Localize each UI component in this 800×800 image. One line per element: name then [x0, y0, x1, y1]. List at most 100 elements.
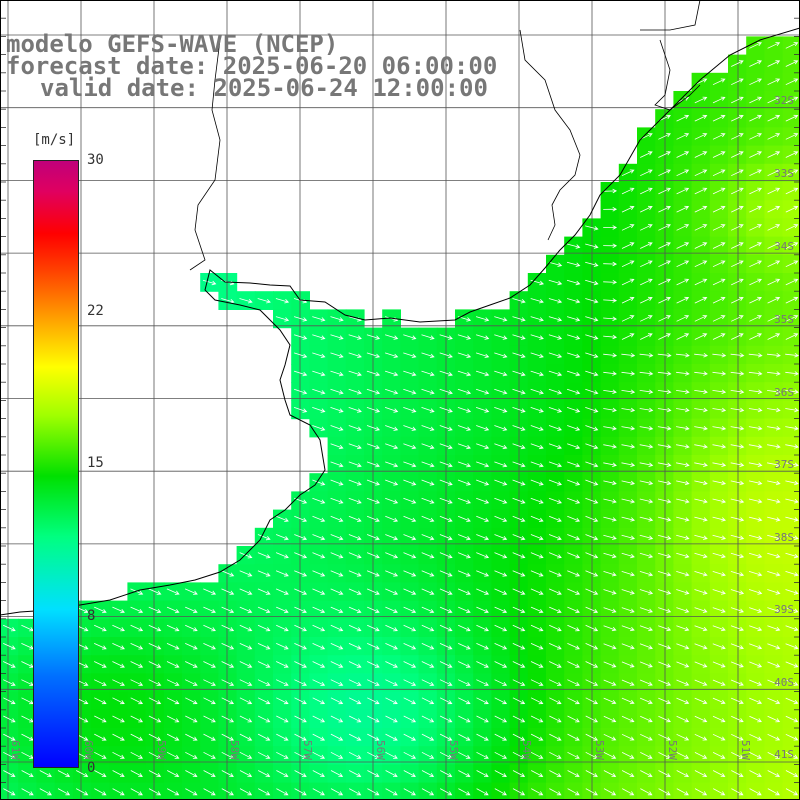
wind-arrow — [57, 770, 71, 777]
wind-arrow — [749, 60, 762, 67]
wind-arrow — [640, 333, 653, 340]
wind-arrow — [530, 751, 544, 759]
wind-arrow — [494, 461, 508, 468]
wind-arrow — [603, 516, 617, 522]
wind-arrow — [731, 715, 744, 723]
lon-label-53w: 53W — [593, 740, 606, 760]
wind-arrow — [148, 643, 162, 650]
wind-arrow — [476, 461, 490, 468]
wind-arrow — [749, 133, 762, 140]
wind-arrow — [567, 751, 580, 759]
wind-arrow — [731, 260, 744, 268]
wind-arrow — [640, 187, 653, 195]
wind-arrow — [385, 788, 398, 796]
wind-arrow — [603, 389, 617, 394]
wind-arrow — [603, 206, 618, 212]
wind-arrow — [785, 114, 799, 122]
wind-arrow — [658, 296, 671, 304]
wind-arrow — [530, 515, 544, 522]
wind-cell — [145, 782, 165, 800]
wind-arrow — [767, 752, 781, 759]
wind-arrow — [312, 661, 326, 668]
wind-arrow — [694, 752, 708, 759]
wind-arrow — [494, 697, 508, 705]
wind-arrow — [712, 643, 726, 650]
wind-arrow — [221, 770, 234, 777]
wind-arrow — [294, 751, 307, 759]
wind-arrow — [621, 516, 636, 522]
wind-arrow — [112, 679, 125, 686]
wind-arrow — [367, 679, 380, 686]
wind-arrow — [330, 661, 344, 668]
wind-arrow — [476, 570, 490, 577]
wind-arrow — [385, 751, 398, 759]
wind-arrow — [712, 352, 727, 358]
wind-arrow — [639, 498, 654, 504]
wind-arrow — [494, 334, 508, 340]
wind-arrow — [785, 78, 799, 86]
wind-arrow — [203, 788, 216, 796]
wind-arrow — [767, 425, 781, 431]
wind-arrow — [366, 443, 380, 450]
wind-cell — [782, 637, 800, 656]
wind-arrow — [785, 697, 799, 705]
wind-arrow — [112, 733, 125, 741]
wind-arrow — [275, 588, 289, 595]
wind-arrow — [312, 316, 326, 322]
wind-arrow — [785, 96, 799, 104]
lon-label-57w: 57W — [301, 740, 314, 760]
wind-arrow — [767, 169, 781, 177]
wind-cell — [746, 782, 765, 800]
wind-arrow — [712, 389, 727, 394]
wind-arrow — [567, 425, 581, 431]
wind-arrow — [749, 770, 762, 777]
wind-arrow — [566, 316, 581, 322]
wind-arrow — [603, 298, 618, 303]
wind-arrow — [676, 643, 690, 650]
wind-arrow — [585, 261, 599, 267]
wind-arrow — [694, 444, 708, 449]
wind-arrow — [639, 480, 654, 486]
wind-arrow — [294, 515, 308, 522]
wind-arrow — [567, 497, 581, 504]
wind-arrow — [621, 770, 635, 777]
wind-arrow — [767, 371, 781, 376]
wind-arrow — [749, 187, 762, 195]
wind-arrow — [512, 298, 526, 304]
wind-arrow — [476, 479, 490, 486]
wind-arrow — [621, 571, 635, 577]
wind-arrow — [148, 588, 162, 595]
wind-cell — [600, 782, 620, 800]
wind-arrow — [366, 552, 380, 559]
wind-arrow — [785, 770, 799, 777]
wind-arrow — [3, 751, 16, 759]
wind-arrow — [239, 733, 253, 741]
wind-arrow — [676, 278, 690, 286]
wind-arrow — [239, 715, 253, 723]
wind-arrow — [494, 534, 508, 541]
wind-arrow — [676, 715, 690, 723]
wind-arrow — [258, 770, 271, 777]
wind-arrow — [403, 570, 417, 577]
wind-cell — [782, 673, 800, 693]
wind-arrow — [785, 187, 799, 195]
wind-arrow — [185, 751, 198, 759]
wind-arrow — [621, 625, 635, 632]
wind-arrow — [94, 751, 107, 759]
wind-arrow — [566, 279, 581, 286]
wind-arrow — [567, 588, 581, 595]
wind-arrow — [494, 751, 508, 759]
wind-arrow — [530, 479, 544, 486]
wind-arrow — [294, 715, 307, 723]
wind-arrow — [621, 552, 635, 559]
wind-arrow — [767, 42, 781, 49]
wind-arrow — [348, 751, 362, 759]
wind-arrow — [476, 588, 490, 595]
wind-arrow — [676, 224, 690, 231]
wind-arrow — [239, 770, 253, 777]
wind-arrow — [767, 625, 781, 632]
wind-arrow — [767, 571, 781, 577]
wind-arrow — [694, 242, 708, 249]
wind-arrow — [312, 479, 326, 486]
wind-arrow — [3, 733, 16, 741]
